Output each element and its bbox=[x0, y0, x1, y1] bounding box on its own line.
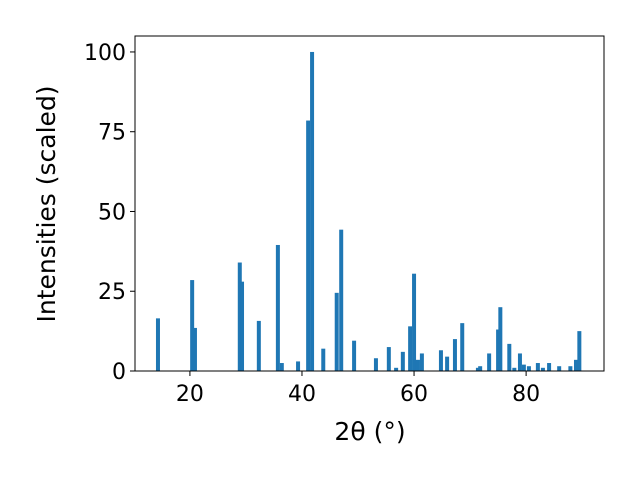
x-axis-title: 2θ (°) bbox=[334, 417, 405, 446]
bar bbox=[507, 343, 512, 371]
bar bbox=[321, 348, 326, 371]
bar bbox=[540, 367, 545, 371]
bar bbox=[412, 273, 417, 371]
bar bbox=[445, 356, 450, 371]
bar bbox=[521, 364, 526, 371]
bar bbox=[237, 262, 242, 371]
x-tick-label: 40 bbox=[288, 382, 316, 407]
bar bbox=[547, 363, 552, 371]
bar bbox=[419, 353, 424, 371]
bar bbox=[487, 353, 492, 371]
bar bbox=[452, 339, 457, 371]
bar bbox=[386, 347, 391, 371]
bar bbox=[190, 280, 195, 371]
bar bbox=[568, 366, 573, 371]
bar bbox=[408, 326, 413, 371]
bar bbox=[275, 244, 280, 371]
bar bbox=[573, 359, 578, 371]
bar bbox=[240, 281, 245, 371]
y-tick-label: 100 bbox=[84, 41, 126, 66]
bar bbox=[557, 366, 562, 371]
bar bbox=[279, 363, 284, 371]
bar bbox=[512, 367, 517, 371]
y-axis-title: Intensities (scaled) bbox=[32, 85, 61, 322]
y-tick-label: 25 bbox=[98, 280, 126, 305]
bar bbox=[373, 358, 378, 371]
x-tick-label: 20 bbox=[176, 382, 204, 407]
bar bbox=[577, 331, 582, 371]
bar bbox=[310, 51, 315, 371]
bar bbox=[438, 350, 443, 371]
bar bbox=[155, 318, 160, 371]
bar bbox=[496, 329, 501, 371]
y-tick-label: 75 bbox=[98, 121, 126, 146]
bar bbox=[478, 366, 483, 371]
bar bbox=[334, 292, 339, 371]
bar bbox=[517, 353, 522, 371]
bar bbox=[296, 361, 301, 371]
bar bbox=[475, 367, 480, 371]
bar bbox=[526, 366, 531, 371]
y-tick-label: 50 bbox=[98, 200, 126, 225]
x-tick-label: 80 bbox=[512, 382, 540, 407]
bar bbox=[498, 307, 503, 371]
bar bbox=[256, 320, 261, 371]
bar bbox=[460, 323, 465, 371]
plot-frame bbox=[134, 35, 605, 372]
bar bbox=[400, 351, 405, 371]
bar bbox=[339, 229, 344, 371]
bar bbox=[415, 359, 420, 371]
bar bbox=[306, 120, 311, 371]
y-tick-label: 0 bbox=[112, 360, 126, 385]
bar bbox=[192, 327, 197, 371]
bar bbox=[535, 363, 540, 371]
bar bbox=[394, 367, 399, 371]
x-tick-label: 60 bbox=[400, 382, 428, 407]
bar bbox=[352, 340, 357, 371]
